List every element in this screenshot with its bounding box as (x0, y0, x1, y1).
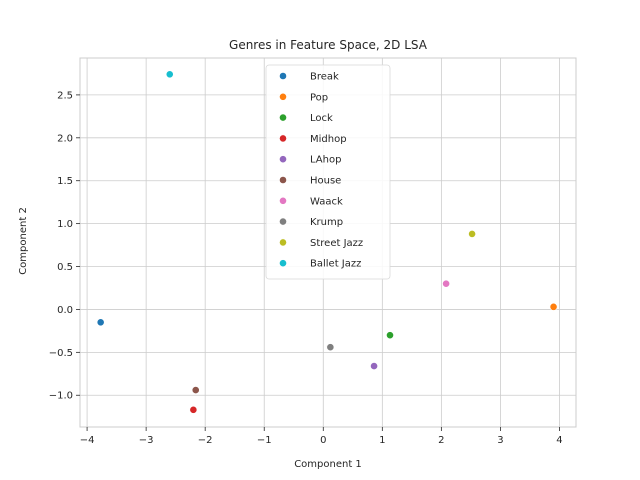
legend-label-street-jazz: Street Jazz (310, 238, 363, 249)
legend-marker-break (279, 72, 287, 80)
legend-label-lahop: LAhop (310, 155, 341, 166)
legend-label-pop: Pop (310, 92, 328, 103)
x-tick-label: −4 (80, 435, 95, 446)
x-tick-label: 1 (379, 435, 385, 446)
legend-marker-street-jazz (279, 238, 287, 247)
legend-marker-ballet-jazz (279, 259, 287, 268)
y-tick-label: 2.0 (57, 133, 73, 144)
legend-label-ballet-jazz: Ballet Jazz (310, 259, 361, 270)
legend-marker-midhop (279, 134, 287, 143)
y-tick-label: 1.5 (57, 176, 73, 187)
y-axis-label: Component 2 (18, 207, 29, 275)
point-pop (549, 302, 558, 311)
legend-box (265, 64, 391, 280)
legend-marker-waack (279, 196, 287, 205)
y-tick-label: −1.0 (49, 391, 73, 402)
legend-marker-lock (279, 113, 287, 122)
x-tick-label: −2 (198, 435, 213, 446)
legend-marker-house (279, 176, 287, 184)
axes-frame (79, 57, 577, 428)
y-tick-label: 2.5 (57, 90, 73, 101)
x-tick-label: −3 (139, 435, 154, 446)
data-points (96, 70, 558, 414)
point-lock (386, 331, 394, 340)
legend: Break Pop Lock Midhop LAhop House Waack Krump St… (265, 64, 391, 280)
legend-label-break: Break (310, 72, 339, 83)
legend-label-house: House (310, 176, 341, 187)
plot-border (79, 57, 577, 428)
x-tick-label: −1 (257, 435, 272, 446)
point-lahop (370, 362, 378, 370)
legend-label-waack: Waack (310, 196, 343, 207)
legend-label-krump: Krump (310, 217, 343, 228)
legend-marker-lahop (279, 155, 287, 164)
legend-label-lock: Lock (310, 113, 333, 124)
x-tick-label: 2 (438, 435, 444, 446)
legend-label-midhop: Midhop (310, 134, 347, 145)
point-street-jazz (468, 230, 476, 238)
x-tick-label: 0 (320, 435, 326, 446)
y-tick-label: 1.0 (57, 219, 73, 230)
y-tick-label: 0.5 (57, 262, 73, 273)
legend-marker-pop (279, 92, 287, 101)
y-tick-label: 0.0 (57, 305, 73, 316)
x-axis-label: Component 1 (294, 459, 362, 470)
x-axis-ticks: −4 −3 −2 −1 0 1 2 3 4 (80, 427, 563, 446)
point-midhop (189, 405, 198, 414)
y-axis-ticks: −1.0 −0.5 0.0 0.5 1.0 1.5 2.0 2.5 (49, 90, 80, 402)
point-waack (442, 279, 450, 288)
point-house (191, 386, 200, 394)
x-tick-label: 4 (556, 435, 562, 446)
point-krump (326, 343, 335, 352)
x-tick-label: 3 (497, 435, 503, 446)
y-tick-label: −0.5 (49, 348, 73, 359)
legend-marker-krump (279, 217, 287, 226)
point-break (96, 318, 105, 327)
point-ballet-jazz (165, 70, 174, 79)
chart-title: Genres in Feature Space, 2D LSA (229, 38, 428, 52)
